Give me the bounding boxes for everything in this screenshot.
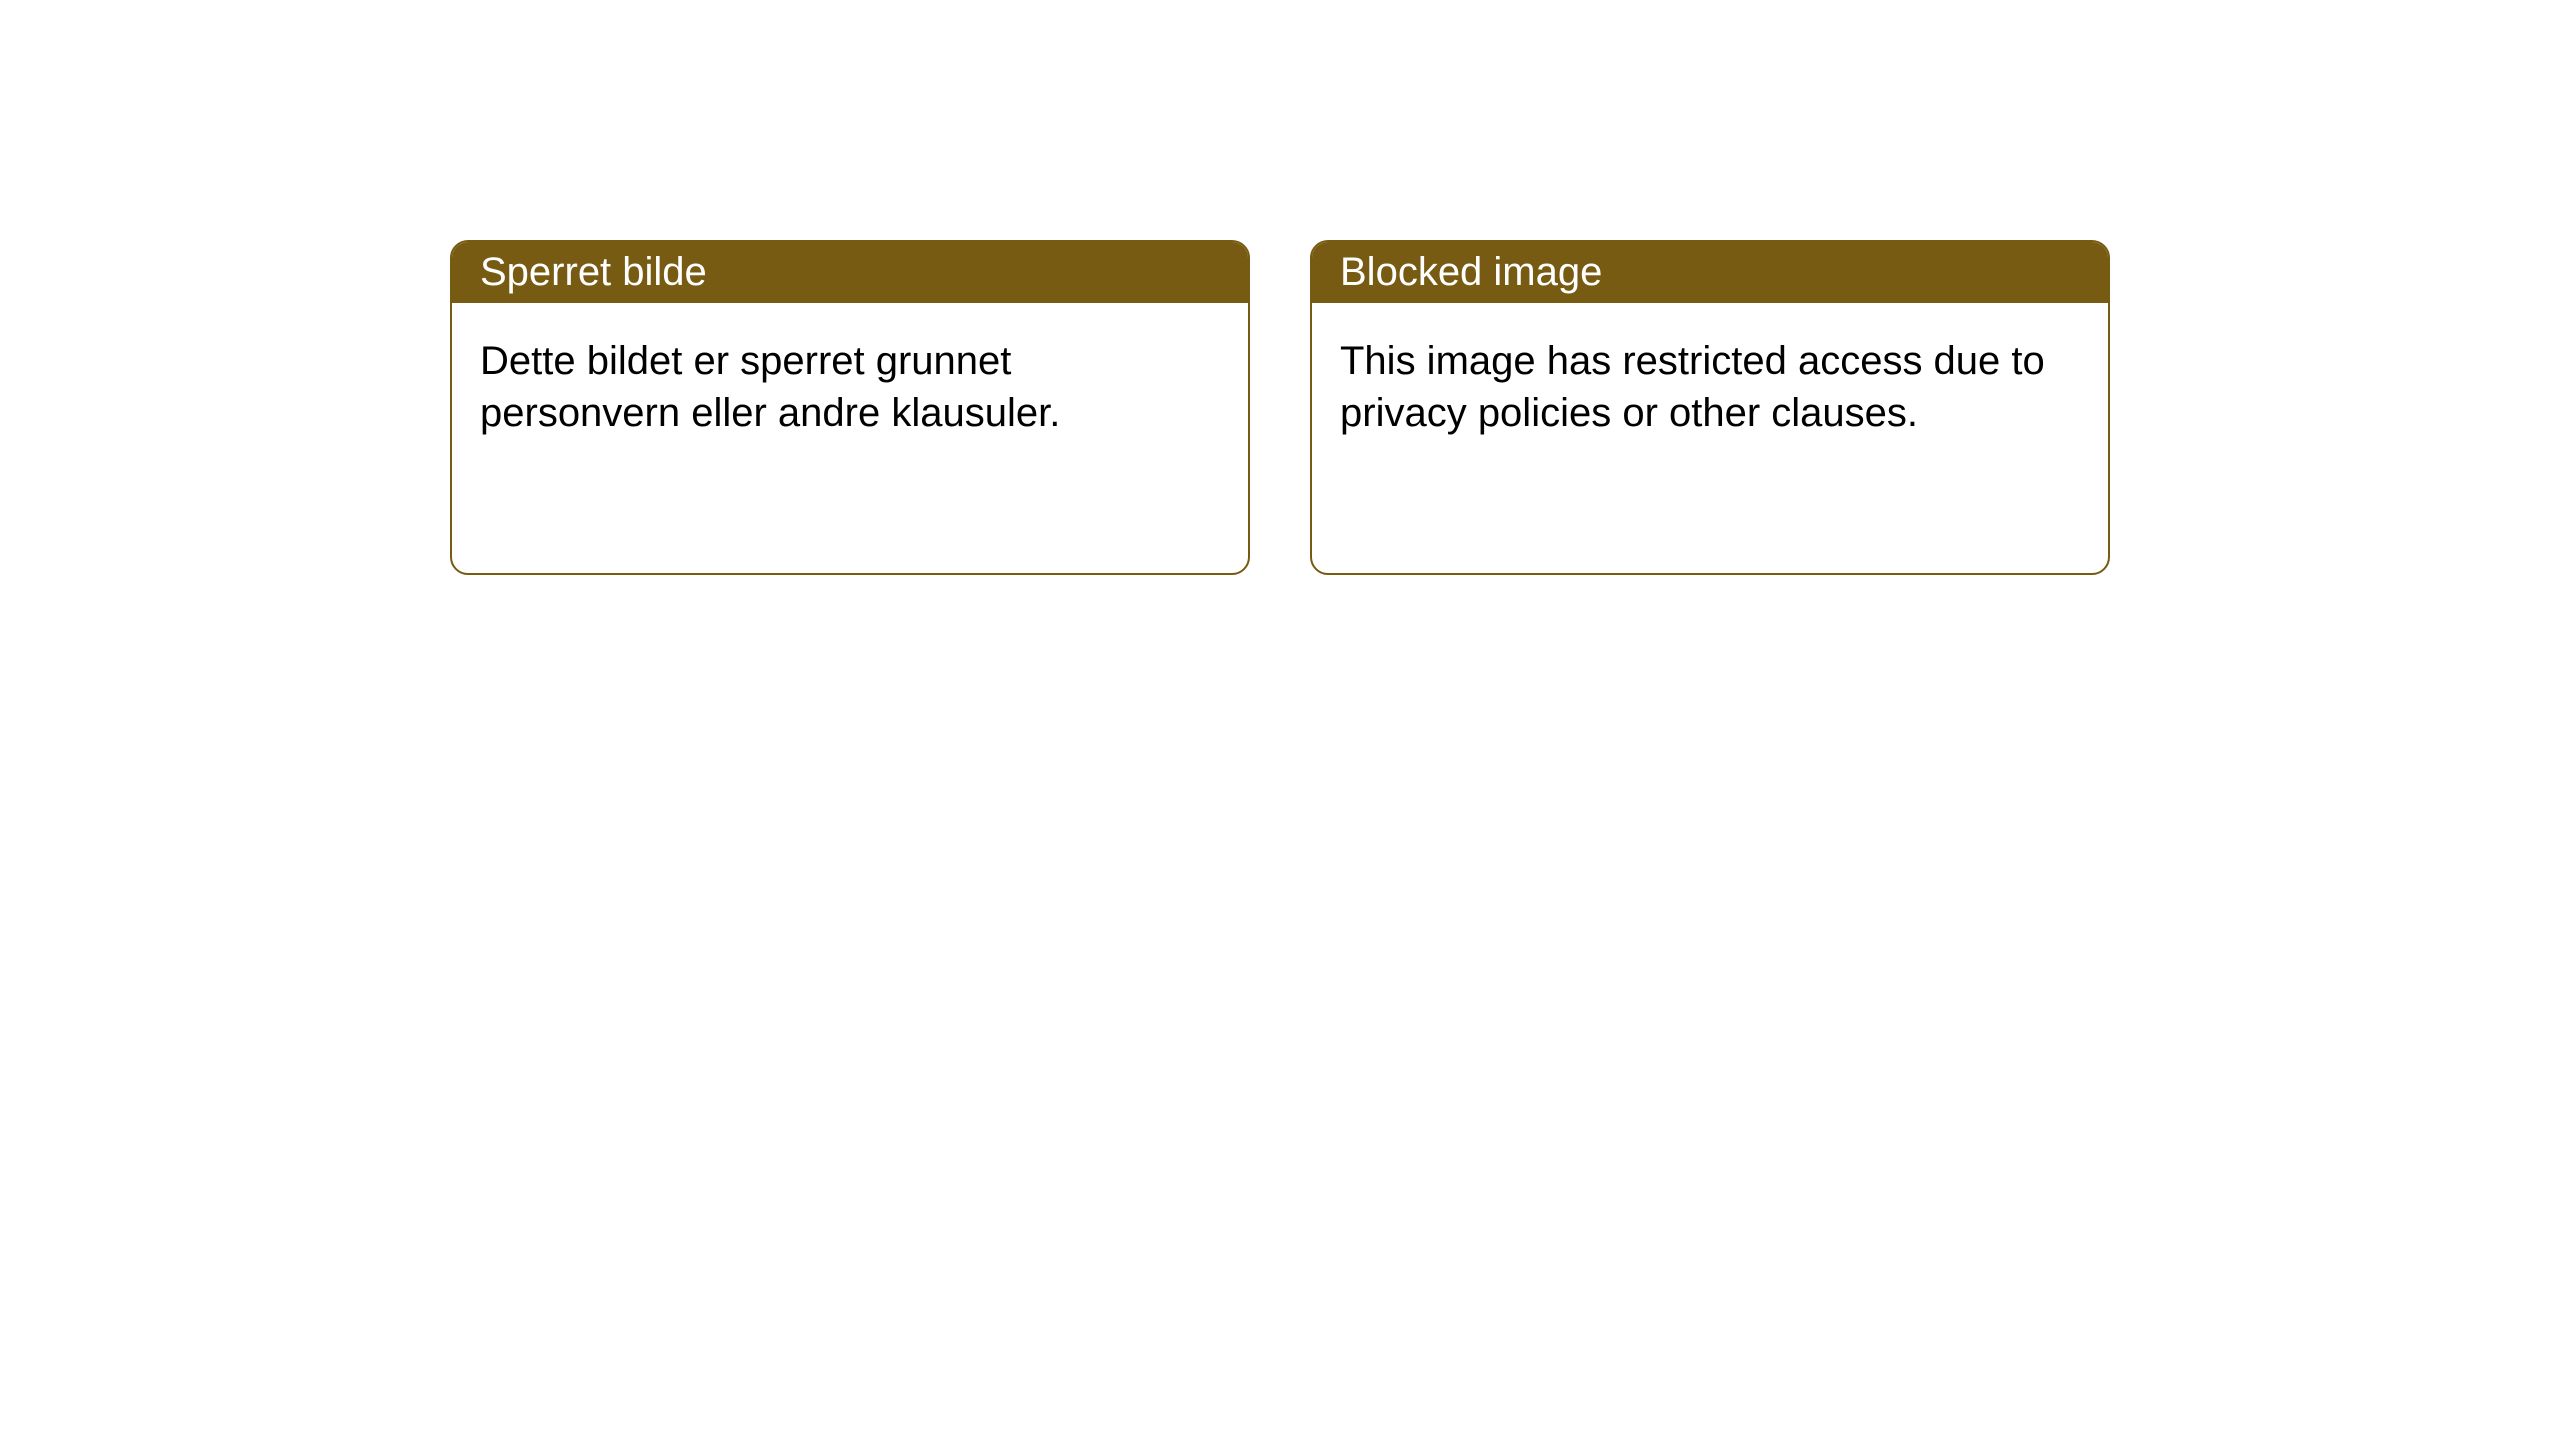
- card-body: Dette bildet er sperret grunnet personve…: [452, 303, 1248, 471]
- card-body-text: Dette bildet er sperret grunnet personve…: [480, 339, 1060, 435]
- card-header: Sperret bilde: [452, 242, 1248, 303]
- notice-card-norwegian: Sperret bilde Dette bildet er sperret gr…: [450, 240, 1250, 575]
- card-body-text: This image has restricted access due to …: [1340, 339, 2045, 435]
- notice-card-english: Blocked image This image has restricted …: [1310, 240, 2110, 575]
- notice-cards-container: Sperret bilde Dette bildet er sperret gr…: [0, 0, 2560, 575]
- card-header: Blocked image: [1312, 242, 2108, 303]
- card-body: This image has restricted access due to …: [1312, 303, 2108, 471]
- card-title: Sperret bilde: [480, 250, 707, 294]
- card-title: Blocked image: [1340, 250, 1602, 294]
